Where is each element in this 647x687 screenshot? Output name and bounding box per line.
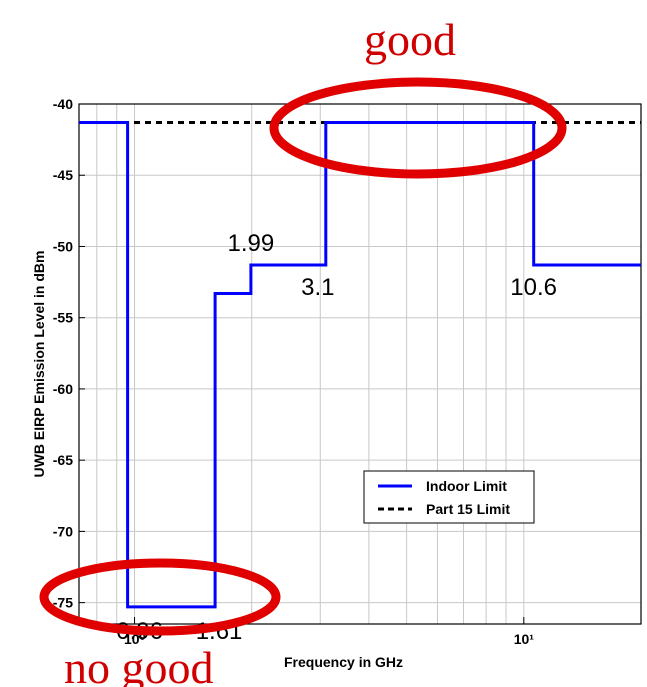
good-label: good <box>364 14 456 65</box>
y-tick-label: -60 <box>53 381 73 397</box>
no-good-ellipse <box>39 558 281 636</box>
y-tick-label: -55 <box>53 310 73 326</box>
y-tick-label: -50 <box>53 238 73 254</box>
step-annotations: 0.96 1.611.993.1 10.6 <box>116 230 557 645</box>
series-lines <box>79 121 641 609</box>
y-tick-label: -40 <box>53 96 73 112</box>
step-annotation: 3.1 <box>301 274 334 301</box>
no-good-label: no good <box>64 642 214 687</box>
y-axis-ticks: -40 -45 -50 -55 -60 -65 -70 -75 <box>53 96 85 611</box>
good-ellipse <box>269 77 567 179</box>
legend: Indoor Limit Part 15 Limit <box>363 470 535 524</box>
legend-box <box>363 470 535 524</box>
x-tick-label: 10¹ <box>514 631 535 647</box>
x-axis-label: Frequency in GHz <box>284 654 403 670</box>
y-axis-label: UWB EIRP Emission Level in dBm <box>31 251 47 478</box>
step-annotation: 10.6 <box>510 274 557 301</box>
y-tick-label: -65 <box>53 452 73 468</box>
legend-label-indoor: Indoor Limit <box>426 478 507 494</box>
y-tick-label: -45 <box>53 167 73 183</box>
y-tick-label: -75 <box>53 595 73 611</box>
legend-label-part15: Part 15 Limit <box>426 501 510 517</box>
indoor-limit-line <box>79 121 641 609</box>
y-tick-label: -70 <box>53 523 73 539</box>
step-annotation: 1.99 <box>228 230 275 257</box>
plot-frame <box>78 103 642 625</box>
grid <box>79 103 642 624</box>
